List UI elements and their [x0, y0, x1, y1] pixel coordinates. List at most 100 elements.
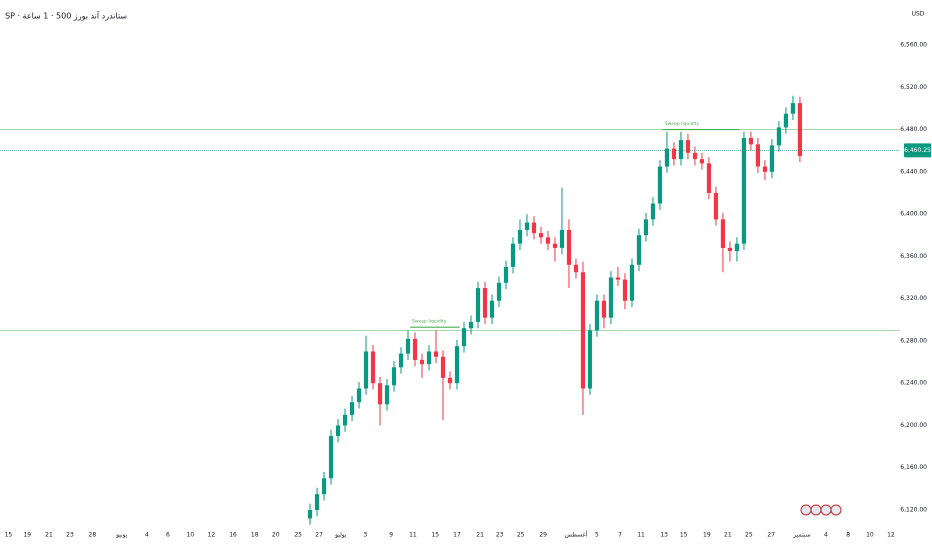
y-tick-label: 6,280.00 — [900, 337, 927, 344]
x-tick-label: 23 — [496, 532, 504, 539]
x-tick-label: سبتمبر — [792, 532, 810, 539]
x-tick-label: 7 — [618, 532, 622, 539]
candle-body — [419, 359, 425, 365]
candle-body — [405, 338, 411, 354]
candle-body — [552, 243, 558, 248]
candle-body — [384, 385, 390, 405]
candle-body — [482, 288, 488, 318]
x-tick-label: 3 — [363, 532, 367, 539]
candle-body — [587, 330, 593, 389]
x-tick-label: 5 — [595, 532, 599, 539]
x-tick-label: 28 — [89, 532, 97, 539]
x-tick-label: 25 — [517, 532, 525, 539]
x-tick-label: 13 — [660, 532, 668, 539]
x-tick-label: 25 — [745, 532, 753, 539]
x-tick-label: 12 — [887, 532, 895, 539]
candle-body — [615, 277, 621, 280]
x-tick-label: 4 — [824, 532, 828, 539]
candle-body — [783, 113, 789, 128]
candle-body — [503, 266, 509, 283]
candle-body — [755, 144, 761, 167]
x-tick-label: 10 — [187, 532, 195, 539]
candle-body — [524, 222, 530, 230]
candle-body — [664, 148, 670, 167]
y-tick-label: 6,440.00 — [900, 168, 927, 175]
x-tick-label: 15 — [5, 532, 13, 539]
candle-body — [636, 235, 642, 265]
candle-body — [769, 145, 775, 172]
x-tick-label: 27 — [315, 532, 323, 539]
candle-body — [692, 152, 698, 160]
candle-body — [762, 166, 768, 172]
y-tick-label: 6,480.00 — [900, 126, 927, 133]
candle-body — [398, 353, 404, 368]
x-tick-label: 19 — [23, 532, 31, 539]
candle-body — [517, 229, 523, 244]
candle-body — [727, 247, 733, 252]
candle-body — [601, 300, 607, 318]
x-tick-label: 11 — [637, 532, 645, 539]
candle-body — [307, 510, 313, 519]
candle-body — [622, 279, 628, 301]
currency: USD — [912, 11, 925, 18]
y-tick-label: 6,320.00 — [900, 295, 927, 302]
x-tick-label: 20 — [272, 532, 280, 539]
candle-body — [349, 402, 355, 415]
x-tick-label: أغسطس — [565, 531, 588, 539]
candle-body — [538, 233, 544, 238]
x-tick-label: يوليو — [334, 532, 347, 539]
candle-body — [797, 103, 803, 156]
flags — [800, 504, 842, 516]
x-tick-label: 21 — [476, 532, 484, 539]
candle-body — [559, 229, 565, 248]
candle-body — [426, 351, 432, 365]
x-tick-label: يونيو — [115, 532, 128, 539]
x-tick-label: 23 — [66, 532, 74, 539]
y-tick-label: 6,520.00 — [900, 84, 927, 91]
candle-body — [370, 351, 376, 384]
candle-body — [685, 140, 691, 153]
candle-body — [342, 414, 348, 426]
candle-body — [314, 494, 320, 510]
x-tick-label: 15 — [680, 532, 688, 539]
candle-body — [594, 300, 600, 331]
candle-body — [748, 138, 754, 145]
annotation-label: Sweep liquidity — [412, 319, 447, 325]
y-tick-label: 6,120.00 — [900, 507, 927, 514]
candle-body — [776, 127, 782, 146]
candle-body — [678, 140, 684, 160]
x-tick-label: 29 — [539, 532, 547, 539]
candle-body — [531, 222, 537, 234]
x-tick-label: 15 — [431, 532, 439, 539]
candle-body — [440, 356, 446, 378]
price-tag — [904, 143, 931, 158]
candle-body — [573, 264, 579, 273]
annotation-label: Sweep liquidity — [665, 121, 700, 127]
candle-body — [454, 346, 460, 384]
x-tick-label: 9 — [389, 532, 393, 539]
candle-body — [566, 229, 572, 265]
candle-body — [489, 300, 495, 318]
candle-body — [608, 277, 614, 318]
x-tick-label: 8 — [846, 532, 850, 539]
x-tick-label: 21 — [45, 532, 53, 539]
x-tick-label: 16 — [229, 532, 237, 539]
x-tick-label: 6 — [166, 532, 170, 539]
x-tick-label: 18 — [251, 532, 259, 539]
candle-body — [363, 351, 369, 389]
x-tick-label: 25 — [294, 532, 302, 539]
candle-body — [545, 237, 551, 244]
candle-body — [377, 383, 383, 405]
candle-body — [741, 138, 747, 244]
candle-body — [461, 328, 467, 347]
candle-body — [629, 264, 635, 301]
y-tick-label: 6,360.00 — [900, 253, 927, 260]
candle-body — [356, 388, 362, 403]
x-tick-label: 12 — [208, 532, 216, 539]
candle-body — [643, 219, 649, 236]
y-tick-label: 6,560.00 — [900, 42, 927, 49]
candle-body — [447, 377, 453, 384]
x-tick-label: 11 — [409, 532, 417, 539]
chart-title: SP · ستاندرد آند بورز 500 · 1 ساعة — [5, 11, 127, 21]
candle-body — [335, 425, 341, 437]
